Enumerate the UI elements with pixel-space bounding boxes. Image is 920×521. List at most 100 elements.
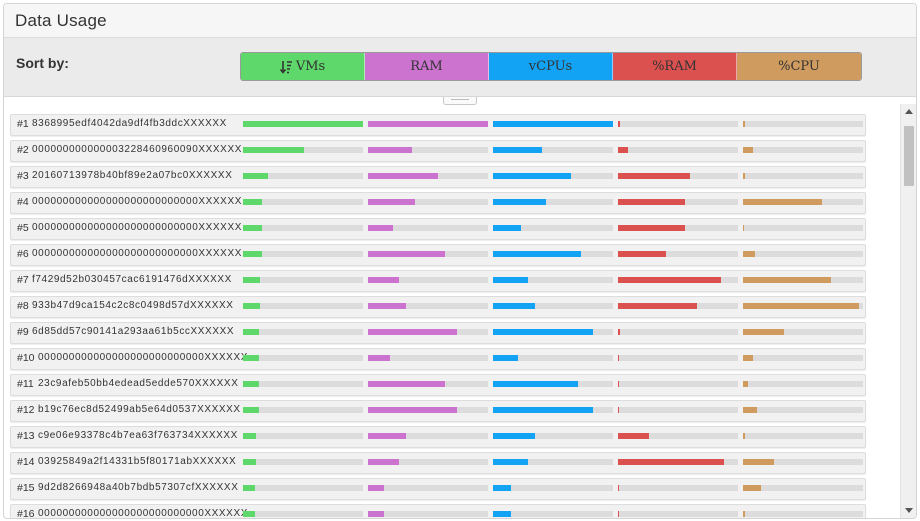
row-project-id: 20160713978b40bf89e2a07bc0XXXXXX [32,170,233,181]
bar-fill-vms [243,199,262,205]
bar-fill-pct-cpu [743,459,774,465]
row-project-id: 000000000000000000000000000XXXXXX [38,508,248,518]
bar-track-vcpus [493,511,613,517]
bar-track-vcpus [493,355,613,361]
bar-track-pct-cpu [743,225,863,231]
bar-track-vms [243,355,363,361]
sort-button-ram[interactable]: RAM [365,53,489,80]
bar-fill-pct-cpu [743,147,753,153]
bar-track-ram [368,303,488,309]
bar-track-vms [243,459,363,465]
bar-fill-vms [243,459,256,465]
bar-fill-pct-cpu [743,303,859,309]
bar-fill-pct-ram [618,303,697,309]
bar-fill-ram [368,147,412,153]
bar-track-vms [243,433,363,439]
sort-button-pct-ram[interactable]: %RAM [613,53,737,80]
row-project-id: 8368995edf4042da9df4fb3ddcXXXXXX [32,118,227,129]
bar-fill-ram [368,381,445,387]
bar-fill-pct-cpu [743,225,744,231]
scroll-thumb[interactable] [904,126,914,186]
bar-track-pct-ram [618,329,738,335]
usage-row: #10 000000000000000000000000000XXXXXX [10,348,866,370]
bar-fill-ram [368,433,406,439]
bar-fill-pct-ram [618,147,628,153]
bar-fill-pct-ram [618,433,649,439]
usage-row: #16 000000000000000000000000000XXXXXX [10,504,866,518]
row-index: #4 [17,196,29,208]
bar-track-ram [368,173,488,179]
bar-track-pct-ram [618,147,738,153]
sort-button-label: %CPU [778,59,820,74]
bar-track-pct-ram [618,199,738,205]
bar-fill-vcpus [493,329,593,335]
usage-row: #13 c9e06e93378c4b7ea63f763734XXXXXX [10,426,866,448]
sort-button-vcpus[interactable]: vCPUs [489,53,613,80]
bar-track-vcpus [493,147,613,153]
bar-fill-pct-cpu [743,485,761,491]
bar-fill-vcpus [493,199,546,205]
row-index: #2 [17,144,29,156]
bar-fill-pct-ram [618,355,619,361]
bar-fill-vms [243,225,262,231]
scroll-down-arrow-icon[interactable] [905,508,913,513]
row-project-id: c9e06e93378c4b7ea63f763734XXXXXX [38,430,238,441]
sort-button-group: VMs RAM vCPUs %RAM %CPU [240,52,862,81]
scroll-up-arrow-icon[interactable] [905,109,913,114]
bar-fill-ram [368,459,399,465]
bar-fill-vcpus [493,173,571,179]
bar-track-pct-cpu [743,303,863,309]
sort-button-vms[interactable]: VMs [241,53,365,80]
bar-fill-ram [368,511,384,517]
sort-button-pct-cpu[interactable]: %CPU [737,53,861,80]
usage-row: #12 b19c76ec8d52499ab5e64d0537XXXXXX [10,400,866,422]
bar-track-vms [243,303,363,309]
bar-fill-pct-ram [618,329,620,335]
bar-track-pct-ram [618,459,738,465]
row-index: #12 [17,404,35,416]
row-index: #9 [17,326,29,338]
bar-track-vcpus [493,329,613,335]
bar-track-ram [368,355,488,361]
bar-fill-vms [243,173,268,179]
usage-row: #2 000000000000003228460960090XXXXXX [10,140,866,162]
bar-track-pct-ram [618,173,738,179]
bar-track-vcpus [493,485,613,491]
bar-track-ram [368,459,488,465]
row-index: #1 [17,118,29,130]
bar-track-pct-cpu [743,251,863,257]
bar-track-vms [243,511,363,517]
bar-track-vcpus [493,121,613,127]
bar-fill-pct-ram [618,459,724,465]
row-project-id: 933b47d9ca154c2c8c0498d57dXXXXXX [32,300,234,311]
bar-track-pct-ram [618,121,738,127]
row-index: #16 [17,508,35,518]
bar-fill-pct-ram [618,277,721,283]
bar-fill-vcpus [493,459,528,465]
bar-track-ram [368,329,488,335]
bar-track-vcpus [493,303,613,309]
bar-fill-pct-ram [618,121,620,127]
bar-fill-pct-cpu [743,355,753,361]
usage-row: #8 933b47d9ca154c2c8c0498d57dXXXXXX [10,296,866,318]
bar-track-vcpus [493,173,613,179]
list-scrollbar[interactable] [900,104,916,518]
bar-fill-vms [243,329,259,335]
bar-track-ram [368,199,488,205]
resize-handle[interactable] [443,97,477,105]
bar-fill-pct-ram [618,225,685,231]
bar-track-pct-cpu [743,173,863,179]
bar-track-ram [368,407,488,413]
usage-row: #14 03925849a2f14331b5f80171abXXXXXX [10,452,866,474]
bar-fill-pct-ram [618,199,685,205]
bar-track-vms [243,121,363,127]
bar-fill-vcpus [493,251,581,257]
bar-track-pct-ram [618,433,738,439]
bar-track-pct-ram [618,485,738,491]
bar-fill-ram [368,225,393,231]
bar-fill-pct-ram [618,381,619,387]
row-project-id: f7429d52b030457cac6191476dXXXXXX [32,274,232,285]
bar-fill-ram [368,329,457,335]
bar-fill-vcpus [493,355,518,361]
usage-row: #9 6d85dd57c90141a293aa61b5ccXXXXXX [10,322,866,344]
